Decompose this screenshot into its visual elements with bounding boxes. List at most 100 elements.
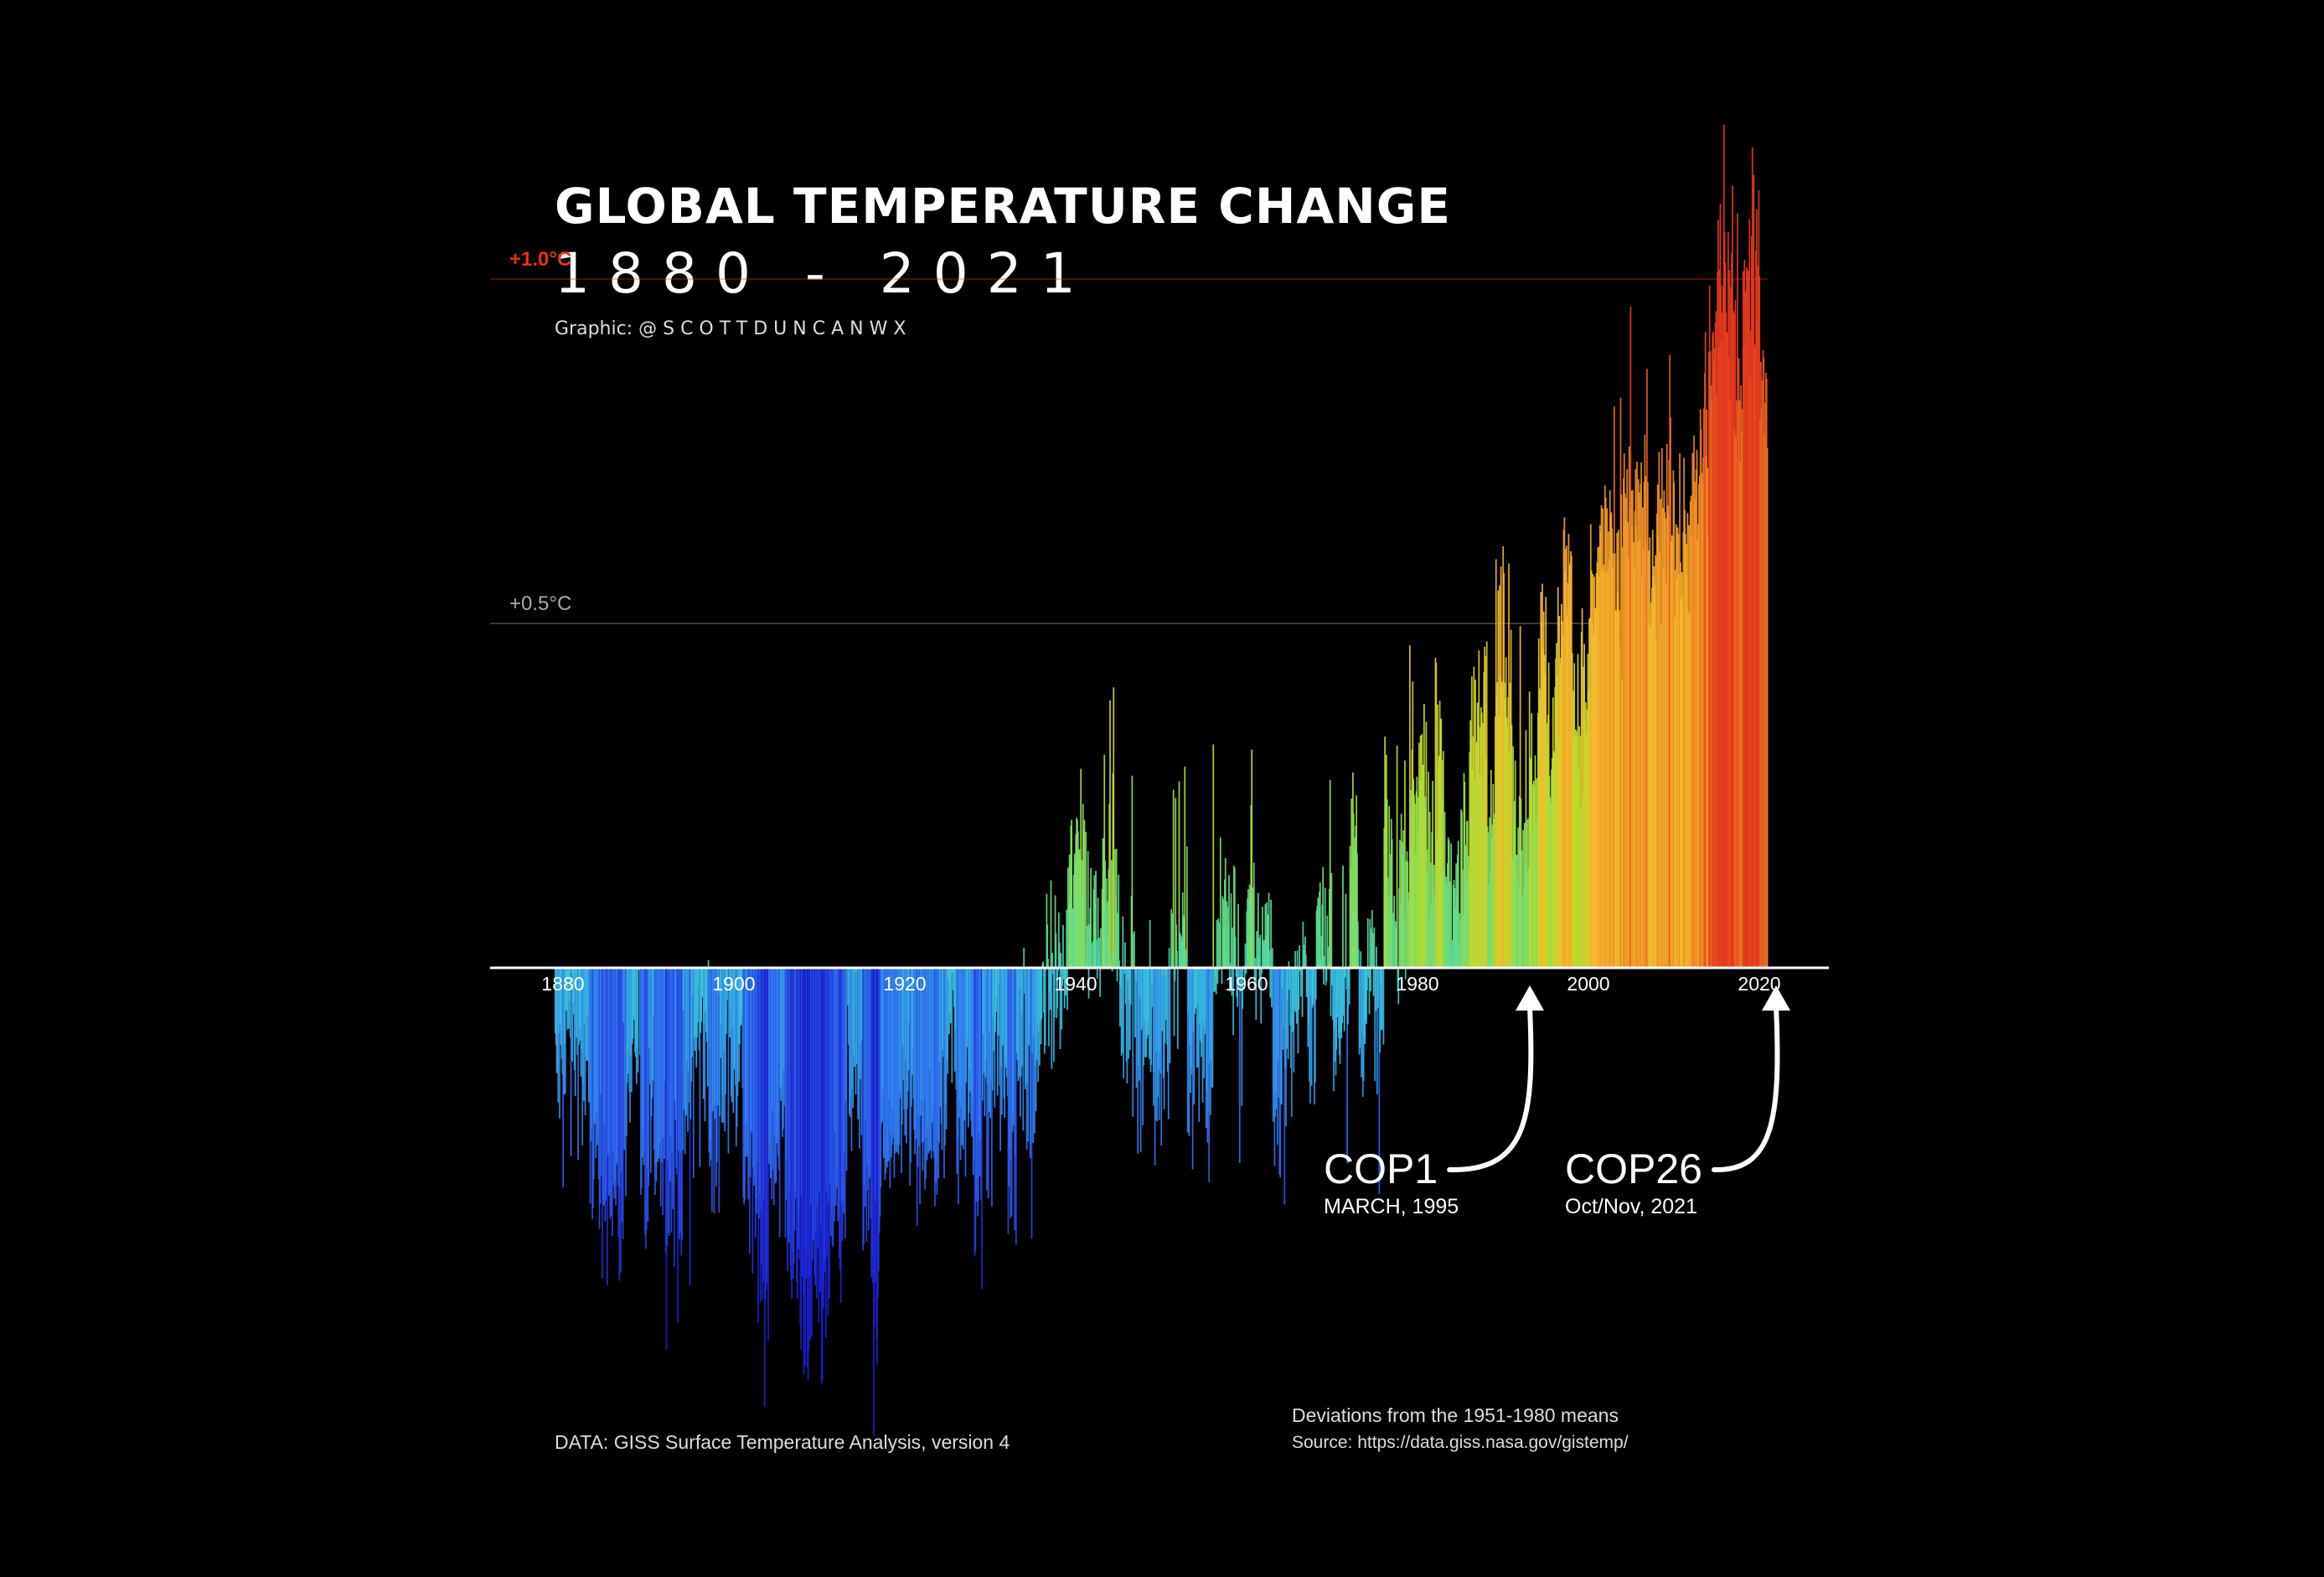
bar-1985-9 <box>1457 840 1459 968</box>
bar-1975-2 <box>1366 918 1369 968</box>
bar-1959-8 <box>1234 936 1237 968</box>
bar-1939-10 <box>1065 968 1067 996</box>
bar-1963-7 <box>1268 892 1270 968</box>
bar-1961-12 <box>1254 958 1257 968</box>
bar-1948-1 <box>1135 968 1138 1088</box>
bar-1946-6 <box>1122 916 1124 968</box>
bar-1933-12 <box>1015 968 1017 1245</box>
bar-1882-5 <box>574 968 576 1097</box>
bar-1951-10 <box>1167 968 1170 1119</box>
bar-1943-6 <box>1096 968 1098 979</box>
bar-1974-1 <box>1357 949 1360 968</box>
bar-1943-10 <box>1099 968 1101 997</box>
annotation-arrowhead-0 <box>1516 985 1544 1011</box>
bar-1896-12 <box>699 968 701 1167</box>
bar-1975-6 <box>1370 968 1371 992</box>
bar-1963-9 <box>1269 968 1272 998</box>
bar-1975-10 <box>1372 968 1375 996</box>
bar-1981-12 <box>1425 721 1428 968</box>
bar-1953-12 <box>1185 846 1188 968</box>
bar-1920-8 <box>901 968 903 1125</box>
bar-1967-7 <box>1302 922 1304 968</box>
bar-1960-11 <box>1245 968 1247 975</box>
bar-1969-11 <box>1322 866 1325 968</box>
bar-1936-12 <box>1041 968 1043 1019</box>
bar-1975-4 <box>1368 968 1371 1015</box>
bar-1955-5 <box>1198 968 1201 1122</box>
bar-1958-12 <box>1228 968 1231 992</box>
bar-1939-5 <box>1061 968 1063 986</box>
bar-1889-9 <box>637 968 639 1073</box>
bar-1970-10 <box>1330 968 1332 1016</box>
x-tick-1920: 1920 <box>883 973 926 995</box>
bar-1975-5 <box>1369 919 1371 968</box>
bar-1965-5 <box>1283 968 1286 1205</box>
ref-line-label-0: +0.5°C <box>509 592 571 615</box>
bar-1938-10 <box>1056 968 1058 1009</box>
bar-1938-2 <box>1051 968 1053 1069</box>
bar-1943-9 <box>1098 937 1101 968</box>
bar-1946-5 <box>1121 968 1123 1053</box>
ref-line-label-1: +1.0°C <box>509 248 571 271</box>
bar-1931-3 <box>991 968 994 1091</box>
bar-1970-5 <box>1326 915 1329 968</box>
bar-1960-10 <box>1244 944 1247 968</box>
bar-1934-7 <box>1020 968 1022 1077</box>
bar-1946-7 <box>1123 968 1125 1078</box>
bar-1962-4 <box>1257 892 1259 968</box>
bar-1979-7 <box>1404 968 1407 980</box>
bar-1967-4 <box>1299 968 1302 997</box>
bar-1992-12 <box>1519 626 1521 968</box>
bar-1983-2 <box>1435 662 1438 968</box>
bar-1946-8 <box>1123 968 1125 975</box>
bar-1962-5 <box>1258 937 1260 968</box>
bar-1947-4 <box>1128 968 1131 1051</box>
bar-1976-1 <box>1375 968 1376 1011</box>
bar-1960-9 <box>1243 968 1246 986</box>
bar-2021-11 <box>1766 447 1769 968</box>
bar-1967-6 <box>1301 968 1304 1017</box>
bar-1935-5 <box>1027 968 1030 1142</box>
bar-1942-2 <box>1085 831 1087 968</box>
bar-1971-2 <box>1333 968 1335 1092</box>
bar-1954-10 <box>1193 968 1196 1105</box>
bar-1929-12 <box>981 968 983 1290</box>
bar-1977-8 <box>1388 805 1391 968</box>
bar-1939-4 <box>1061 968 1063 1030</box>
bar-1938-11 <box>1057 968 1059 971</box>
bar-1972-7 <box>1345 893 1347 968</box>
bar-1962-9 <box>1261 968 1263 974</box>
bar-1951-5 <box>1164 968 1166 1043</box>
bar-1900-9 <box>731 968 733 1103</box>
x-tick-1940: 1940 <box>1054 973 1097 995</box>
bar-1952-8 <box>1175 798 1177 968</box>
bar-1934-10 <box>1022 968 1025 1131</box>
bar-1970-9 <box>1329 780 1331 968</box>
bar-1962-1 <box>1255 968 1258 1020</box>
bar-1915-1 <box>854 968 855 1068</box>
annotation-arrow-0 <box>1447 1005 1534 1173</box>
bar-1937-12 <box>1049 968 1051 1011</box>
bar-1938-1 <box>1050 880 1052 968</box>
bar-1974-4 <box>1360 951 1362 968</box>
bar-1976-12 <box>1382 968 1385 1045</box>
bar-1959-11 <box>1237 968 1239 1007</box>
bar-1882-9 <box>577 968 579 1161</box>
bar-1972-12 <box>1348 968 1351 1005</box>
bar-1942-10 <box>1091 943 1092 968</box>
bar-1965-11 <box>1288 961 1290 968</box>
bar-1945-3 <box>1111 968 1113 972</box>
bar-1939-1 <box>1058 943 1061 968</box>
bar-1956-7 <box>1208 968 1211 1182</box>
bar-1962-7 <box>1259 934 1262 968</box>
bar-1989-1 <box>1485 641 1488 968</box>
bar-1937-6 <box>1045 968 1047 971</box>
bar-1890-12 <box>648 968 650 1187</box>
bar-1958-1 <box>1221 968 1223 985</box>
bar-1958-11 <box>1228 875 1230 968</box>
bar-1962-6 <box>1258 968 1261 979</box>
bar-1962-10 <box>1262 907 1263 968</box>
bar-1894-12 <box>682 968 684 1150</box>
bar-1914-2 <box>845 968 848 1171</box>
bar-1972-10 <box>1347 968 1349 1025</box>
